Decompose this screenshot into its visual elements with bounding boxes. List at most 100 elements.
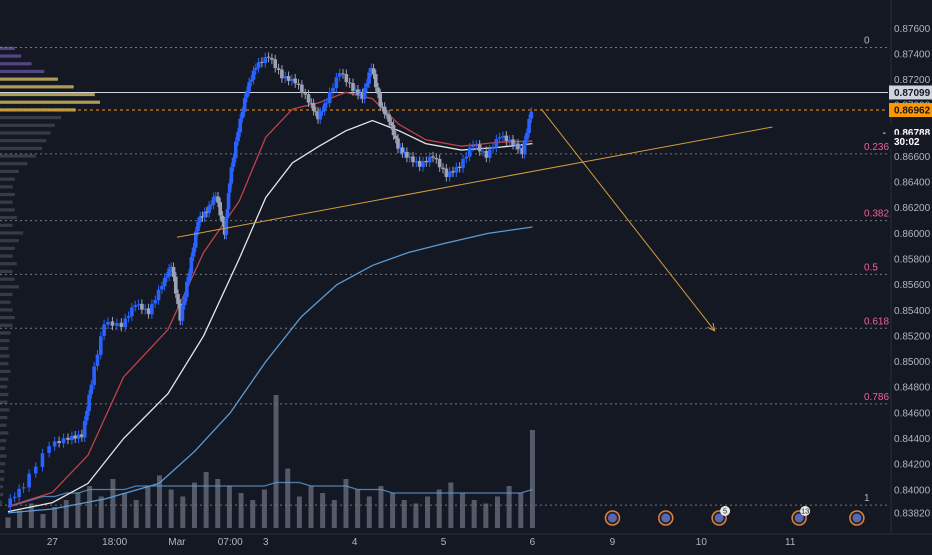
volume-bar (52, 507, 58, 528)
volume-bar (273, 395, 279, 528)
candle-body (169, 266, 174, 268)
volume-bar (343, 479, 349, 528)
candle-body (110, 321, 115, 326)
candle-body (165, 276, 169, 278)
volume-bar (494, 496, 500, 528)
candle-body (233, 141, 238, 158)
candle-body (82, 420, 87, 438)
time-tick-label: 11 (785, 537, 796, 548)
candle-body (173, 276, 178, 294)
candle-body (511, 139, 515, 145)
volume-profile-bar (0, 254, 13, 258)
candle-body (242, 98, 247, 112)
volume-profile-bar (0, 354, 10, 358)
price-label: 0.86962 (894, 106, 931, 117)
volume-bar (390, 493, 396, 528)
candle-body (356, 89, 360, 95)
price-label-box (889, 103, 932, 118)
volume-profile-bar (0, 54, 22, 58)
time-tick-label: 9 (610, 537, 616, 548)
volume-bar (471, 500, 477, 528)
candle-body (400, 147, 405, 154)
volume-profile-bar (0, 377, 9, 381)
volume-profile-bar (0, 154, 36, 158)
volume-bar (425, 496, 431, 528)
volume-bar (226, 486, 232, 528)
price-label-box (889, 134, 932, 149)
time-tick-label: 18:00 (102, 537, 127, 548)
candle-body (464, 156, 469, 159)
candle-body (21, 487, 26, 489)
candle-body (407, 156, 412, 158)
volume-bar (320, 493, 326, 528)
candle-body (211, 197, 216, 205)
volume-profile-bar (0, 369, 11, 374)
candle-body (200, 216, 205, 218)
candle-body (331, 87, 335, 92)
volume-bar (215, 479, 221, 528)
volume-bar (133, 500, 139, 528)
candle-body (306, 94, 311, 103)
volume-profile-bar (0, 177, 15, 181)
candle-body (95, 354, 100, 367)
volume-profile-bar (0, 246, 15, 250)
candle-body (249, 79, 254, 82)
volume-profile-bar (0, 300, 11, 304)
candle-body (398, 147, 403, 150)
trendline[interactable] (176, 126, 773, 238)
candle-body (76, 434, 81, 439)
candle-body (286, 75, 291, 81)
volume-profile-bar (0, 469, 5, 474)
volume-bar (261, 489, 267, 528)
volume-profile-bar (0, 331, 11, 335)
time-tick-label: Mar (168, 537, 186, 548)
candle-body (236, 132, 240, 142)
volume-profile-bar (0, 431, 9, 435)
candle-body (196, 221, 200, 232)
volume-bar (308, 486, 314, 528)
candle-body (303, 93, 308, 95)
volume-profile-bar (0, 262, 17, 266)
candle-body (240, 111, 245, 119)
volume-profile-bar (0, 131, 51, 135)
candle-body (467, 147, 472, 157)
candle-body (484, 150, 489, 158)
candle-body (369, 68, 374, 73)
candle-body (178, 303, 183, 321)
time-tick-label: 10 (696, 537, 708, 548)
candle-body (245, 91, 249, 98)
volume-profile-bar (0, 454, 7, 458)
volume-profile-bar (0, 285, 19, 289)
candle-body (136, 304, 141, 306)
candle-body (347, 82, 352, 84)
candle-body (351, 83, 355, 92)
candle-body (47, 446, 51, 453)
price-label-prefix: - (883, 128, 886, 139)
candle-body (40, 453, 45, 467)
candle-body (273, 59, 278, 68)
candle-body (501, 135, 505, 138)
candle-body (417, 160, 422, 167)
projection-arrow[interactable] (540, 108, 716, 332)
candle-body (213, 196, 218, 198)
candle-body (471, 144, 475, 148)
price-tick-label: 0.85600 (894, 280, 931, 291)
candle-body (320, 110, 325, 112)
candle-body (393, 135, 398, 139)
candle-body (150, 303, 154, 315)
time-tick-label: 07:00 (218, 537, 243, 548)
price-tick-label: 0.85200 (894, 331, 931, 342)
moving-average-line (7, 91, 533, 508)
candle-body (391, 124, 396, 136)
volume-bar (378, 486, 384, 528)
volume-profile-bar (0, 169, 19, 174)
flag-icon (852, 513, 862, 523)
candle-body (378, 93, 383, 107)
volume-bar (506, 486, 512, 528)
candle-body (220, 215, 225, 222)
volume-profile-bar (0, 346, 9, 350)
candle-body (57, 441, 61, 443)
candle-body (182, 296, 187, 306)
